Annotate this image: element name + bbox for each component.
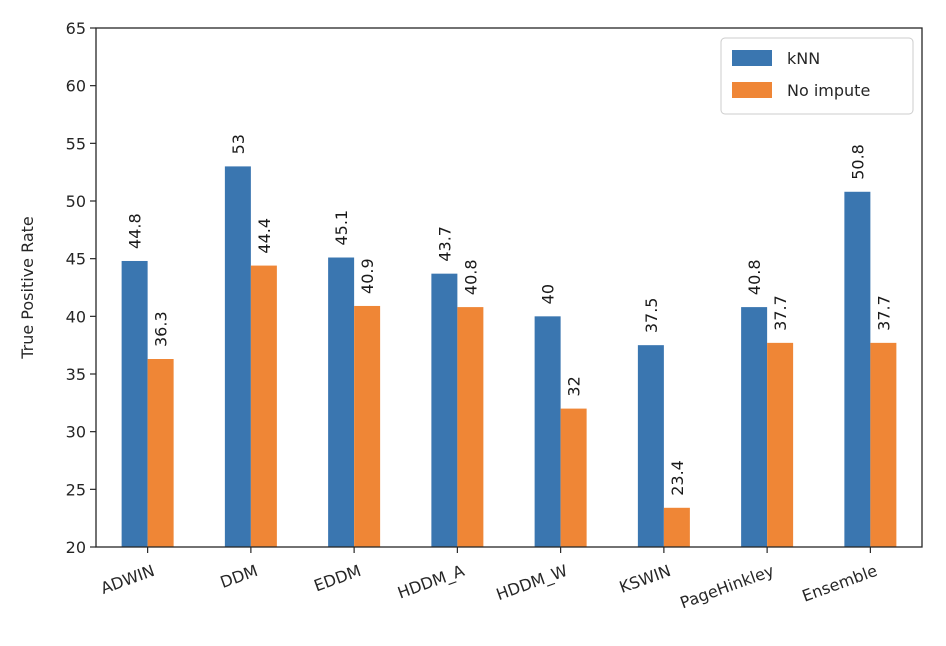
y-tick-label: 45 (66, 250, 86, 269)
y-tick-label: 40 (66, 307, 86, 326)
x-tick-label: KSWIN (617, 561, 673, 597)
data-label: 40 (539, 284, 558, 304)
data-label: 40.9 (358, 258, 377, 294)
bar-no-impute-adwin (147, 359, 174, 547)
data-label: 37.7 (874, 295, 893, 331)
y-tick-label: 55 (66, 134, 86, 153)
y-tick-label: 60 (66, 77, 86, 96)
bar-no-impute-pagehinkley (767, 342, 794, 547)
data-label: 45.1 (332, 210, 351, 246)
data-label: 43.7 (435, 226, 454, 262)
x-tick-label: HDDM_A (395, 561, 467, 604)
x-tick-label: Ensemble (800, 561, 880, 606)
y-axis-label: True Positive Rate (18, 216, 37, 360)
bars-layer (121, 166, 897, 548)
data-labels-layer: 44.8 36.3 53 44.4 45.1 40.9 43.7 40.8 40 32 37.5 23… (126, 134, 894, 496)
bar-knn-ensemble (844, 191, 871, 548)
legend: kNN No impute (720, 37, 914, 115)
x-tick-label: HDDM_W (494, 561, 571, 605)
x-tick-label: DDM (218, 561, 261, 592)
bar-knn-eddm (328, 257, 355, 547)
bar-knn-kswin (637, 345, 664, 547)
data-label: 53 (229, 134, 248, 154)
bar-no-impute-eddm (354, 305, 381, 547)
data-label: 37.5 (642, 298, 661, 334)
y-axis: 20 25 30 35 40 45 50 55 60 65 (66, 19, 96, 557)
legend-label: No impute (787, 81, 870, 100)
plot-frame (95, 27, 923, 548)
x-tick-label: EDDM (311, 561, 363, 595)
y-tick-label: 30 (66, 423, 86, 442)
bar-knn-hddm_w (534, 316, 561, 547)
data-label: 44.4 (255, 218, 274, 254)
bar-no-impute-hddm_w (560, 408, 587, 547)
data-label: 40.8 (461, 259, 480, 295)
data-label: 36.3 (152, 311, 171, 347)
bar-no-impute-ddm (250, 265, 277, 547)
legend-swatch (732, 82, 772, 98)
data-label: 37.7 (771, 295, 790, 331)
y-tick-label: 65 (66, 19, 86, 38)
bar-knn-ddm (224, 166, 251, 547)
y-tick-label: 25 (66, 480, 86, 499)
bar-no-impute-kswin (663, 507, 690, 547)
data-label: 44.8 (126, 213, 145, 249)
bar-knn-adwin (121, 260, 148, 547)
bar-knn-hddm_a (431, 273, 458, 547)
x-tick-label: ADWIN (98, 561, 157, 598)
data-label: 40.8 (745, 259, 764, 295)
bar-no-impute-ensemble (870, 342, 897, 547)
legend-swatch (732, 50, 772, 66)
x-axis: ADWIN DDM EDDM HDDM_A HDDM_W KSWIN PageHinkley… (98, 547, 880, 612)
data-label: 32 (565, 376, 584, 396)
x-tick-label: PageHinkley (678, 561, 777, 613)
bar-knn-pagehinkley (741, 307, 768, 547)
bar-no-impute-hddm_a (457, 307, 484, 547)
y-tick-label: 20 (66, 538, 86, 557)
data-label: 23.4 (668, 460, 687, 496)
y-tick-label: 35 (66, 365, 86, 384)
data-label: 50.8 (848, 144, 867, 180)
legend-label: kNN (787, 49, 820, 68)
y-tick-label: 50 (66, 192, 86, 211)
